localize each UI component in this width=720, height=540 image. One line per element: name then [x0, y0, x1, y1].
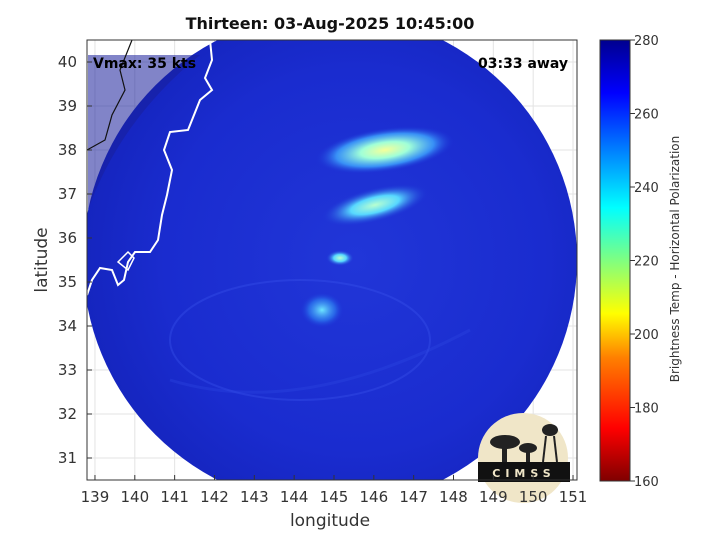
y-tick-label: 36: [58, 229, 77, 247]
x-tick-label: 151: [559, 488, 588, 506]
colorbar-tick-label: 280: [634, 34, 659, 49]
satellite-swath: [87, 40, 577, 480]
x-axis-ticks: 139 140 141 142 143 144 145 146 147 148 149 150 151: [81, 475, 588, 506]
x-tick-label: 142: [200, 488, 229, 506]
colorbar-tick-label: 200: [634, 328, 659, 343]
x-tick-label: 147: [399, 488, 428, 506]
logo-text: CIMSS: [492, 467, 555, 480]
colorbar: [599, 39, 631, 482]
spiral-band: [169, 279, 431, 401]
x-tick-label: 150: [519, 488, 548, 506]
cold-cloud-band-north: [315, 126, 455, 174]
cold-cloud-band-middle: [321, 183, 429, 227]
colorbar-tick-label: 160: [634, 475, 659, 490]
y-axis-ticks: 31 32 33 34 35 36 37 38 39 40: [58, 53, 92, 467]
colorbar-tick-label: 180: [634, 402, 659, 417]
colorbar-ticks: 160 180 200 220 240 260 280: [630, 34, 659, 490]
x-tick-label: 140: [120, 488, 149, 506]
x-tick-label: 149: [479, 488, 508, 506]
y-tick-label: 33: [58, 361, 77, 379]
x-tick-label: 146: [360, 488, 389, 506]
spiral-band-outer: [169, 328, 471, 394]
chart-title: Thirteen: 03-Aug-2025 10:45:00: [185, 14, 475, 33]
x-tick-label: 145: [320, 488, 349, 506]
colorbar-tick-label: 260: [634, 108, 659, 123]
x-tick-label: 139: [81, 488, 110, 506]
axes-frame: [86, 39, 578, 481]
y-tick-label: 34: [58, 317, 77, 335]
x-tick-label: 148: [439, 488, 468, 506]
colorbar-tick-label: 220: [634, 255, 659, 270]
convective-cell: [326, 250, 354, 266]
y-tick-label: 40: [58, 53, 77, 71]
convective-cell-south: [300, 292, 344, 328]
y-tick-label: 37: [58, 185, 77, 203]
x-axis-label: longitude: [289, 511, 371, 531]
x-tick-label: 144: [280, 488, 309, 506]
y-tick-label: 39: [58, 97, 77, 115]
land-region: [88, 55, 200, 210]
y-axis-label: latitude: [32, 227, 52, 293]
time-away-annotation: 03:33 away: [478, 56, 568, 72]
y-tick-label: 32: [58, 405, 77, 423]
colorbar-label: Brightness Temp - Horizontal Polarizatio…: [668, 135, 682, 383]
coastline: [87, 40, 214, 296]
y-tick-label: 35: [58, 273, 77, 291]
y-tick-label: 31: [58, 449, 77, 467]
y-tick-label: 38: [58, 141, 77, 159]
colorbar-tick-label: 240: [634, 181, 659, 196]
x-tick-label: 141: [160, 488, 189, 506]
x-tick-label: 143: [240, 488, 269, 506]
vmax-annotation: Vmax: 35 kts: [93, 56, 196, 72]
